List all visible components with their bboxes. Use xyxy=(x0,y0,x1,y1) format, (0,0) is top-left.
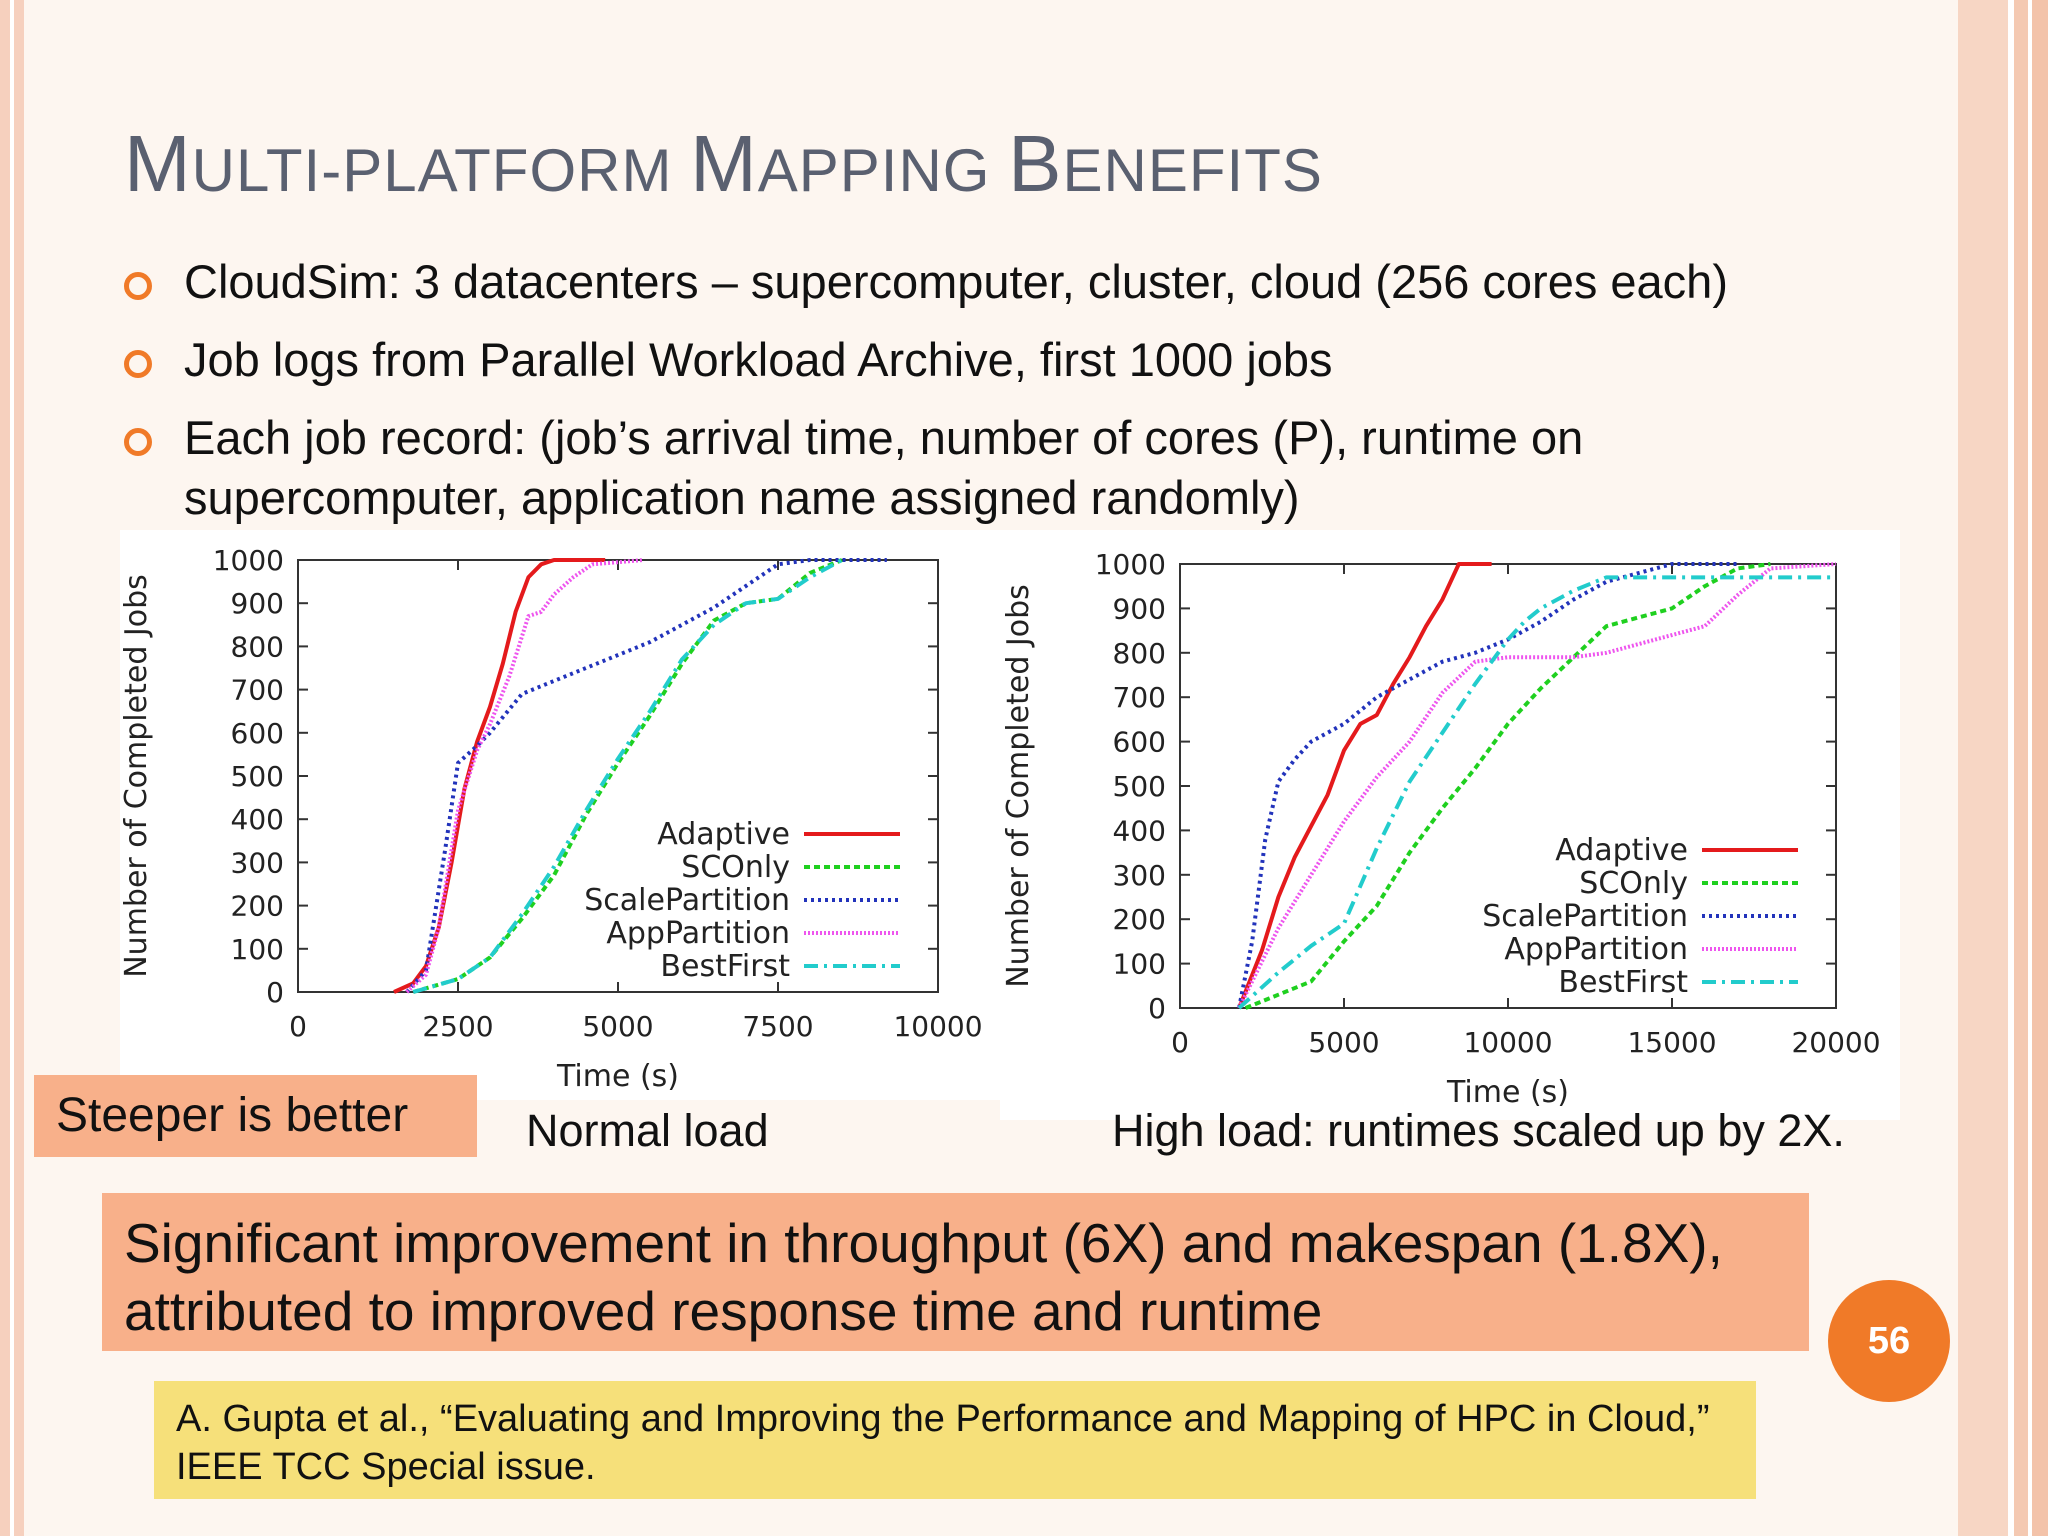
x-axis-label: Time (s) xyxy=(556,1059,679,1094)
y-tick-label: 100 xyxy=(1113,948,1166,981)
legend-label: BestFirst xyxy=(1558,965,1688,1000)
bullet-list: CloudSim: 3 datacenters – supercomputer,… xyxy=(124,252,1904,546)
y-tick-label: 700 xyxy=(1113,681,1166,714)
x-tick-label: 15000 xyxy=(1627,1026,1716,1059)
legend-label: AppPartition xyxy=(1504,932,1688,967)
x-tick-label: 0 xyxy=(289,1010,307,1043)
y-tick-label: 400 xyxy=(1113,814,1166,847)
x-tick-label: 10000 xyxy=(1463,1026,1552,1059)
y-tick-label: 500 xyxy=(1113,770,1166,803)
y-tick-label: 1000 xyxy=(1095,548,1166,581)
x-tick-label: 7500 xyxy=(742,1010,813,1043)
y-axis-label: Number of Completed Jobs xyxy=(120,574,154,978)
x-tick-label: 0 xyxy=(1171,1026,1189,1059)
legend-label: AppPartition xyxy=(606,916,790,951)
x-axis-label: Time (s) xyxy=(1446,1075,1569,1110)
y-tick-label: 0 xyxy=(266,976,284,1009)
y-tick-label: 500 xyxy=(231,760,284,793)
y-tick-label: 200 xyxy=(231,890,284,923)
series-line-adaptive xyxy=(1237,562,1492,1009)
series-line-scalepartition xyxy=(1237,562,1738,1009)
y-tick-label: 0 xyxy=(1148,992,1166,1025)
y-tick-label: 300 xyxy=(1113,859,1166,892)
y-tick-label: 100 xyxy=(231,933,284,966)
y-tick-label: 600 xyxy=(231,717,284,750)
caption-high-load: High load: runtimes scaled up by 2X. xyxy=(1112,1105,1845,1156)
y-axis-label: Number of Completed Jobs xyxy=(1001,584,1036,988)
y-tick-label: 400 xyxy=(231,803,284,836)
bullet-item: Job logs from Parallel Workload Archive,… xyxy=(124,330,1904,390)
legend-label: SCOnly xyxy=(1579,866,1688,901)
series-line-bestfirst xyxy=(1237,575,1836,1010)
series-line-scalepartition xyxy=(405,558,887,994)
legend-label: SCOnly xyxy=(681,850,790,885)
steeper-is-better-tag: Steeper is better xyxy=(34,1075,477,1157)
citation-box: A. Gupta et al., “Evaluating and Improvi… xyxy=(154,1381,1756,1499)
x-tick-label: 5000 xyxy=(1308,1026,1379,1059)
x-tick-label: 2500 xyxy=(422,1010,493,1043)
y-tick-label: 200 xyxy=(1113,903,1166,936)
y-tick-label: 900 xyxy=(1113,592,1166,625)
slide-title: MULTI-PLATFORM MAPPING BENEFITS xyxy=(124,119,1323,208)
y-tick-label: 300 xyxy=(231,846,284,879)
bullet-icon xyxy=(124,272,152,300)
legend-label: Adaptive xyxy=(1555,833,1688,868)
y-tick-label: 900 xyxy=(231,587,284,620)
legend-label: ScalePartition xyxy=(584,883,790,918)
legend-label: ScalePartition xyxy=(1482,899,1688,934)
x-tick-label: 20000 xyxy=(1791,1026,1880,1059)
series-line-adaptive xyxy=(393,558,606,994)
bullet-item: CloudSim: 3 datacenters – supercomputer,… xyxy=(124,252,1904,312)
series-line-bestfirst xyxy=(412,558,843,994)
left-border-decoration xyxy=(0,0,24,1536)
y-tick-label: 700 xyxy=(231,674,284,707)
right-border-decoration xyxy=(1958,0,2048,1536)
legend-label: Adaptive xyxy=(657,817,790,852)
x-tick-label: 10000 xyxy=(893,1010,982,1043)
y-tick-label: 800 xyxy=(1113,637,1166,670)
y-tick-label: 800 xyxy=(231,630,284,663)
y-tick-label: 600 xyxy=(1113,726,1166,759)
bullet-icon xyxy=(124,428,152,456)
series-line-apppartition xyxy=(405,558,644,994)
bullet-icon xyxy=(124,350,152,378)
page-number-badge: 56 xyxy=(1828,1280,1950,1402)
bullet-item: Each job record: (job’s arrival time, nu… xyxy=(124,408,1904,528)
y-tick-label: 1000 xyxy=(213,544,284,577)
x-tick-label: 5000 xyxy=(582,1010,653,1043)
caption-normal-load: Normal load xyxy=(526,1105,769,1156)
legend-label: BestFirst xyxy=(660,949,790,984)
series-line-sconly xyxy=(1244,562,1771,1010)
summary-box: Significant improvement in throughput (6… xyxy=(102,1193,1809,1351)
